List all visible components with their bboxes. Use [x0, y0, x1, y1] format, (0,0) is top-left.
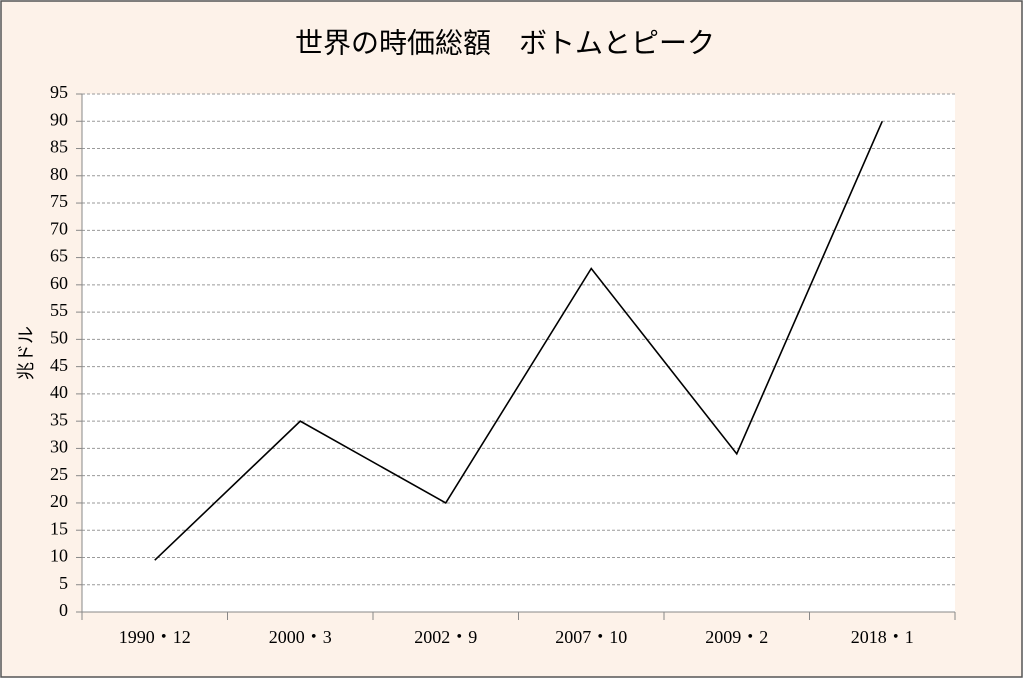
y-tick-label: 60	[50, 273, 68, 293]
y-tick-label: 55	[50, 300, 68, 320]
y-tick-label: 40	[50, 382, 68, 402]
y-tick-label: 80	[50, 164, 68, 184]
y-tick-label: 25	[50, 464, 68, 484]
x-tick-label: 2002・9	[414, 627, 477, 647]
x-tick-label: 1990・12	[119, 627, 191, 647]
y-tick-label: 95	[50, 82, 68, 102]
y-tick-label: 35	[50, 409, 68, 429]
y-tick-label: 45	[50, 355, 68, 375]
chart-title: 世界の時価総額 ボトムとピーク	[295, 27, 715, 59]
y-tick-label: 20	[50, 491, 68, 511]
y-tick-label: 15	[50, 518, 68, 538]
x-tick-label: 2007・10	[555, 627, 627, 647]
y-tick-label: 75	[50, 191, 68, 211]
y-tick-label: 85	[50, 137, 68, 157]
y-axis-label: 兆ドル	[16, 326, 36, 380]
y-tick-label: 0	[59, 600, 68, 620]
x-tick-label: 2009・2	[705, 627, 768, 647]
y-tick-label: 30	[50, 437, 68, 457]
y-tick-label: 10	[50, 546, 68, 566]
y-tick-label: 90	[50, 109, 68, 129]
y-tick-label: 50	[50, 327, 68, 347]
x-tick-label: 2018・1	[851, 627, 914, 647]
plot-area	[82, 94, 955, 612]
data-line	[154, 120, 883, 561]
x-tick-label: 2000・3	[269, 627, 332, 647]
y-tick-label: 65	[50, 246, 68, 266]
y-tick-label: 5	[59, 573, 68, 593]
y-tick-label: 70	[50, 218, 68, 238]
